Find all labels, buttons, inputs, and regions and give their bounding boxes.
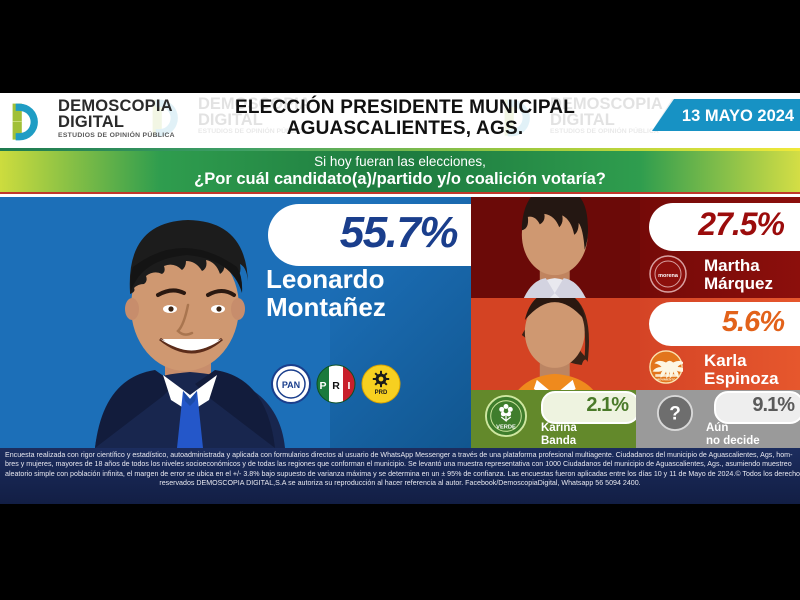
svg-text:R: R xyxy=(332,380,340,392)
svg-text:PAN: PAN xyxy=(282,380,300,390)
svg-text:MOVIMIENTO: MOVIMIENTO xyxy=(657,377,677,381)
svg-text:?: ? xyxy=(669,404,681,425)
svg-text:P: P xyxy=(319,380,326,392)
svg-text:I: I xyxy=(348,380,351,392)
svg-text:13 MAYO 2024: 13 MAYO 2024 xyxy=(682,107,795,125)
svg-text:PRD: PRD xyxy=(375,390,388,396)
svg-text:VERDE: VERDE xyxy=(496,424,516,430)
svg-text:morena: morena xyxy=(658,273,679,279)
